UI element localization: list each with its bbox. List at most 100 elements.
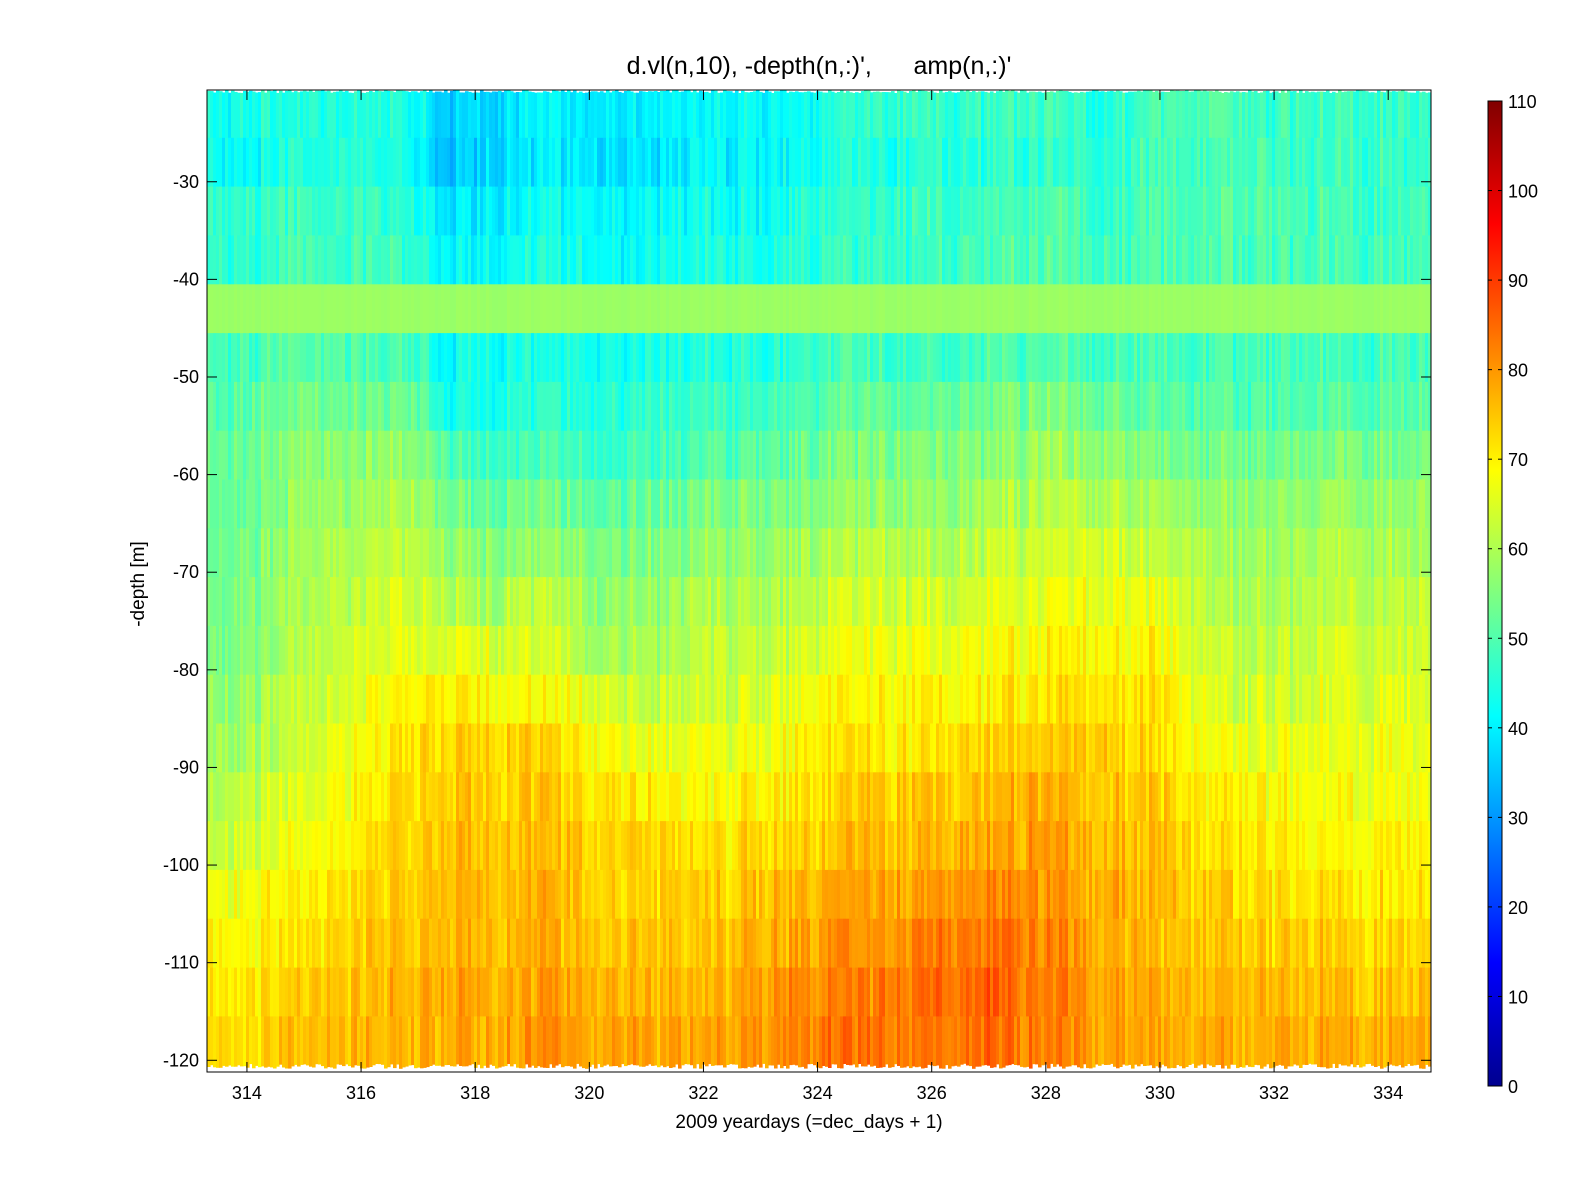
heatmap-cell [696, 430, 700, 481]
heatmap-cell [324, 235, 328, 285]
heatmap-cell [735, 625, 739, 676]
heatmap-cell [360, 723, 364, 773]
heatmap-cell [924, 625, 928, 676]
heatmap-cell [633, 625, 637, 676]
heatmap-cell [951, 869, 955, 920]
heatmap-cell [447, 479, 451, 529]
heatmap-cell [612, 235, 616, 285]
heatmap-cell [345, 186, 349, 236]
heatmap-cell [471, 92, 475, 139]
heatmap-cell [786, 869, 790, 920]
heatmap-cell [801, 235, 805, 285]
heatmap-cell [723, 235, 727, 285]
heatmap-cell [738, 333, 742, 383]
heatmap-cell [501, 235, 505, 285]
heatmap-cell [594, 430, 598, 481]
heatmap-cell [948, 284, 952, 334]
heatmap-cell [336, 528, 340, 578]
heatmap-cell [366, 918, 370, 969]
heatmap-cell [300, 528, 304, 578]
heatmap-cell [453, 137, 457, 188]
heatmap-cell [261, 333, 265, 383]
heatmap-cell [453, 284, 457, 334]
heatmap-cell [597, 772, 601, 822]
heatmap-cell [690, 821, 694, 871]
heatmap-cell [342, 723, 346, 773]
heatmap-cell [552, 137, 556, 188]
heatmap-cell [276, 821, 280, 871]
heatmap-cell [615, 772, 619, 822]
heatmap-cell [645, 772, 649, 822]
heatmap-cell [489, 772, 493, 822]
heatmap-cell [435, 723, 439, 773]
heatmap-cell [642, 869, 646, 920]
heatmap-cell [843, 381, 847, 432]
heatmap-cell [576, 625, 580, 676]
heatmap-cell [672, 1016, 676, 1068]
heatmap-cell [570, 430, 574, 481]
heatmap-cell [525, 186, 529, 236]
heatmap-cell [513, 869, 517, 920]
heatmap-cell [513, 92, 517, 139]
heatmap-cell [360, 137, 364, 188]
heatmap-cell [612, 528, 616, 578]
heatmap-cell [711, 674, 715, 725]
heatmap-cell [459, 284, 463, 334]
heatmap-cell [483, 723, 487, 773]
heatmap-cell [894, 869, 898, 920]
heatmap-cell [708, 1016, 712, 1065]
heatmap-cell [234, 625, 238, 676]
heatmap-cell [597, 625, 601, 676]
heatmap-cell [210, 674, 214, 725]
heatmap-cell [240, 381, 244, 432]
heatmap-cell [516, 333, 520, 383]
heatmap-cell [450, 137, 454, 188]
heatmap-cell [465, 381, 469, 432]
heatmap-cell [231, 137, 235, 188]
heatmap-cell [408, 137, 412, 188]
heatmap-cell [840, 918, 844, 969]
heatmap-cell [549, 821, 553, 871]
heatmap-cell [624, 674, 628, 725]
heatmap-cell [660, 918, 664, 969]
heatmap-cell [423, 284, 427, 334]
heatmap-cell [453, 1016, 457, 1067]
heatmap-cell [648, 186, 652, 236]
heatmap-cell [552, 821, 556, 871]
heatmap-cell [933, 577, 937, 627]
heatmap-cell [339, 90, 343, 139]
heatmap-cell [231, 577, 235, 627]
heatmap-cell [222, 333, 226, 383]
heatmap-cell [843, 869, 847, 920]
heatmap-cell [699, 186, 703, 236]
heatmap-cell [372, 967, 376, 1017]
heatmap-cell [282, 772, 286, 822]
heatmap-cell [255, 528, 259, 578]
heatmap-cell [558, 723, 562, 773]
heatmap-cell [798, 479, 802, 529]
heatmap-cell [798, 381, 802, 432]
heatmap-cell [906, 918, 910, 969]
heatmap-cell [378, 235, 382, 285]
heatmap-cell [906, 674, 910, 725]
heatmap-cell [360, 772, 364, 822]
heatmap-cell [522, 869, 526, 920]
heatmap-cell [876, 821, 880, 871]
heatmap-cell [324, 625, 328, 676]
heatmap-cell [735, 674, 739, 725]
heatmap-cell [720, 821, 724, 871]
heatmap-cell [714, 528, 718, 578]
heatmap-cell [711, 723, 715, 773]
heatmap-cell [768, 772, 772, 822]
heatmap-cell [879, 674, 883, 725]
heatmap-cell [864, 821, 868, 871]
heatmap-cell [348, 869, 352, 920]
heatmap-cell [891, 869, 895, 920]
heatmap-cell [831, 1016, 835, 1065]
heatmap-cell [768, 235, 772, 285]
heatmap-cell [657, 821, 661, 871]
heatmap-cell [366, 333, 370, 383]
heatmap-cell [942, 235, 946, 285]
heatmap-cell [471, 918, 475, 969]
heatmap-cell [270, 577, 274, 627]
